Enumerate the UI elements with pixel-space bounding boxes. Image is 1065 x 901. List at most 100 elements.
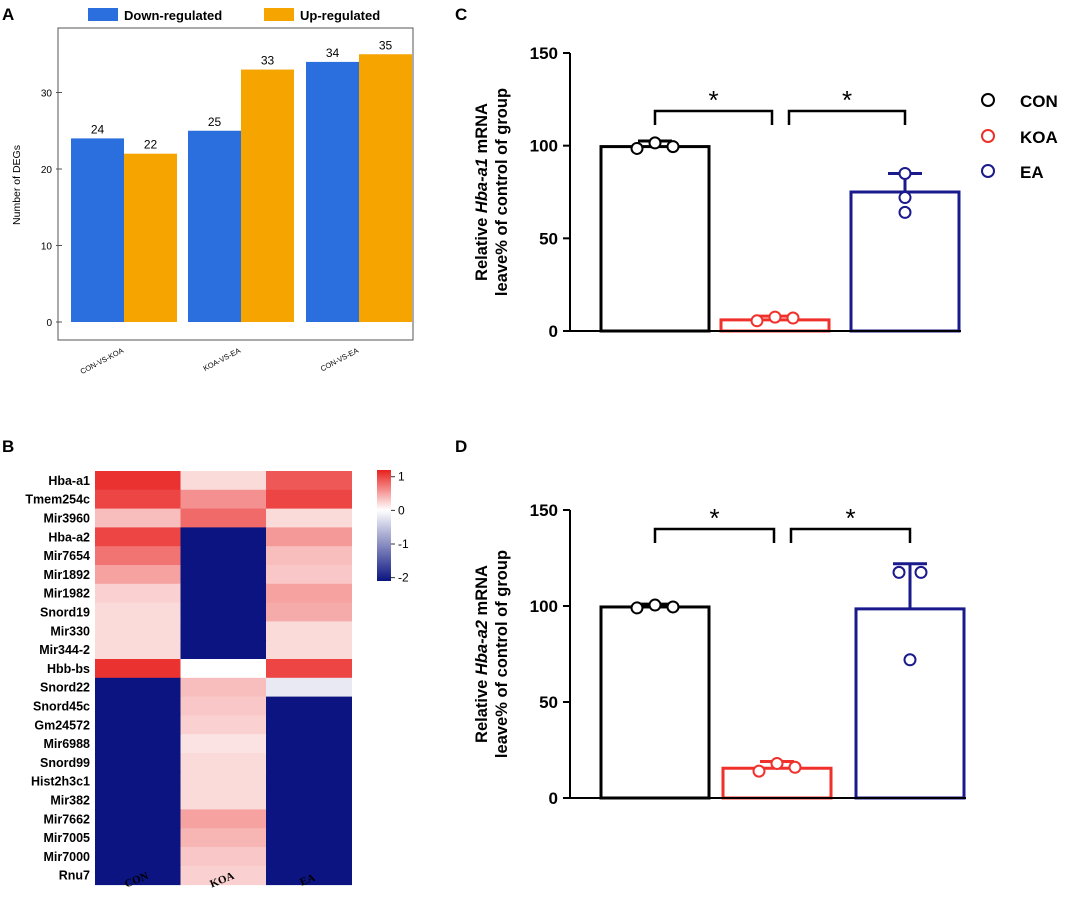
color-scale-bar [377, 470, 391, 581]
heatmap-cell [180, 847, 267, 867]
heatmap-cell [180, 489, 267, 510]
heatmap-cell [180, 734, 267, 754]
data-point [914, 565, 928, 579]
x-tick-label: CON-VS-EA [319, 346, 360, 374]
heatmap-cell [95, 809, 181, 829]
legend-up-swatch [264, 8, 294, 21]
heatmap-row-label: Mir6988 [43, 737, 90, 751]
heatmap-cell [266, 508, 352, 528]
y-tick-label: 50 [539, 693, 558, 712]
heatmap-cell [266, 847, 352, 867]
bar-ea [854, 607, 966, 800]
bar-down [71, 138, 124, 322]
heatmap-cell [95, 659, 181, 679]
plot-frame [57, 27, 414, 341]
heatmap-row-label: Mir1982 [43, 587, 90, 601]
bar-value-label: 22 [144, 138, 158, 152]
heatmap-row-label: Rnu7 [59, 869, 90, 883]
y-axis-label-suffix: mRNA [473, 565, 491, 620]
heatmap-cell [180, 696, 267, 716]
scale-tick-label: 1 [398, 470, 405, 484]
y-tick-label: 100 [530, 597, 558, 616]
heatmap-row-label: Mir7000 [43, 850, 90, 864]
legend-ea-marker [981, 164, 995, 178]
data-point [903, 653, 917, 667]
heatmap-cell [95, 546, 181, 566]
heatmap-cell [95, 771, 181, 792]
legend-c: CON KOA EA [981, 92, 1058, 182]
panel-b-heatmap: Hba-a1 Tmem254c Mir3960 Hba-a2 Mir7654 Mir189… [25, 470, 409, 891]
data-point [898, 166, 912, 180]
heatmap-row-label: Hba-a2 [48, 530, 90, 544]
heatmap-row-label: Tmem254c [25, 493, 90, 507]
panel-label-c: C [455, 5, 467, 24]
scale-tick-label: -2 [398, 571, 409, 585]
data-point [898, 191, 912, 205]
bar-value-label: 33 [261, 54, 275, 68]
y-axis-label: Relative Hba-a1 mRNA [473, 103, 491, 281]
heatmap-row-label: Snord99 [40, 756, 90, 770]
heatmap-cell [95, 489, 181, 510]
bar-up [124, 153, 177, 322]
data-point [750, 314, 764, 328]
bar-koa [721, 766, 833, 800]
heatmap-cell [95, 471, 181, 491]
y-tick-label: 0 [549, 789, 558, 808]
bar-up [241, 69, 294, 322]
heatmap-row-label: Mir7654 [43, 549, 90, 563]
heatmap-cell [180, 546, 267, 566]
heatmap-cell [95, 602, 181, 622]
bar-value-label: 34 [326, 46, 340, 60]
y-tick-label: 20 [41, 165, 53, 176]
data-point [630, 141, 644, 155]
legend-up-label: Up-regulated [300, 8, 380, 23]
significance-star: * [709, 503, 719, 533]
heatmap-cell [180, 527, 267, 547]
legend-koa-label: KOA [1020, 128, 1058, 147]
heatmap-cell [95, 621, 181, 641]
heatmap-cell [266, 677, 352, 698]
heatmap-cell [266, 828, 352, 848]
data-point [648, 136, 662, 150]
scale-tick-label: -1 [398, 537, 409, 551]
y-axis-label-prefix: Relative [473, 213, 491, 281]
heatmap-row-label: Mir7005 [43, 831, 90, 845]
panel-label-b: B [2, 437, 14, 456]
bar-con [599, 145, 711, 333]
heatmap-cell [266, 659, 352, 679]
heatmap-cell [95, 734, 181, 754]
y-axis-label-gene: Hba-a1 [473, 158, 491, 213]
legend-con-label: CON [1020, 92, 1058, 111]
y-axis-label: Number of DEGs [11, 145, 23, 225]
heatmap-cell [180, 471, 267, 491]
heatmap-row-label: Mir344-2 [39, 643, 90, 657]
heatmap-cell [180, 809, 267, 829]
data-point [892, 565, 906, 579]
heatmap-cell [266, 809, 352, 829]
heatmap-cell [266, 715, 352, 735]
y-tick-label: 150 [530, 44, 558, 63]
y-tick-label: 30 [41, 89, 53, 100]
heatmap-cell [266, 565, 352, 585]
heatmap-cell [180, 790, 267, 810]
heatmap-row-label: Snord45c [33, 700, 90, 714]
heatmap-cell [266, 734, 352, 754]
data-point [768, 310, 782, 324]
data-point [752, 764, 766, 778]
heatmap-cell [95, 847, 181, 867]
heatmap-cell [266, 602, 352, 622]
data-point [666, 140, 680, 154]
heatmap-cell [180, 677, 267, 698]
x-tick-label: KOA-VS-EA [202, 346, 242, 373]
x-tick-label: CON-VS-KOA [79, 346, 125, 376]
legend-con-marker [981, 93, 995, 107]
significance-star: * [842, 85, 852, 115]
panel-a-chart: Down-regulated Up-regulated 0 10 20 30 24 22… [11, 8, 414, 376]
bar-value-label: 25 [208, 115, 222, 129]
heatmap-row-label: Mir3960 [43, 512, 90, 526]
heatmap-cell [266, 771, 352, 792]
heatmap-row-label: Snord19 [40, 606, 90, 620]
heatmap-cell [95, 715, 181, 735]
heatmap-row-label: Hba-a1 [48, 474, 90, 488]
